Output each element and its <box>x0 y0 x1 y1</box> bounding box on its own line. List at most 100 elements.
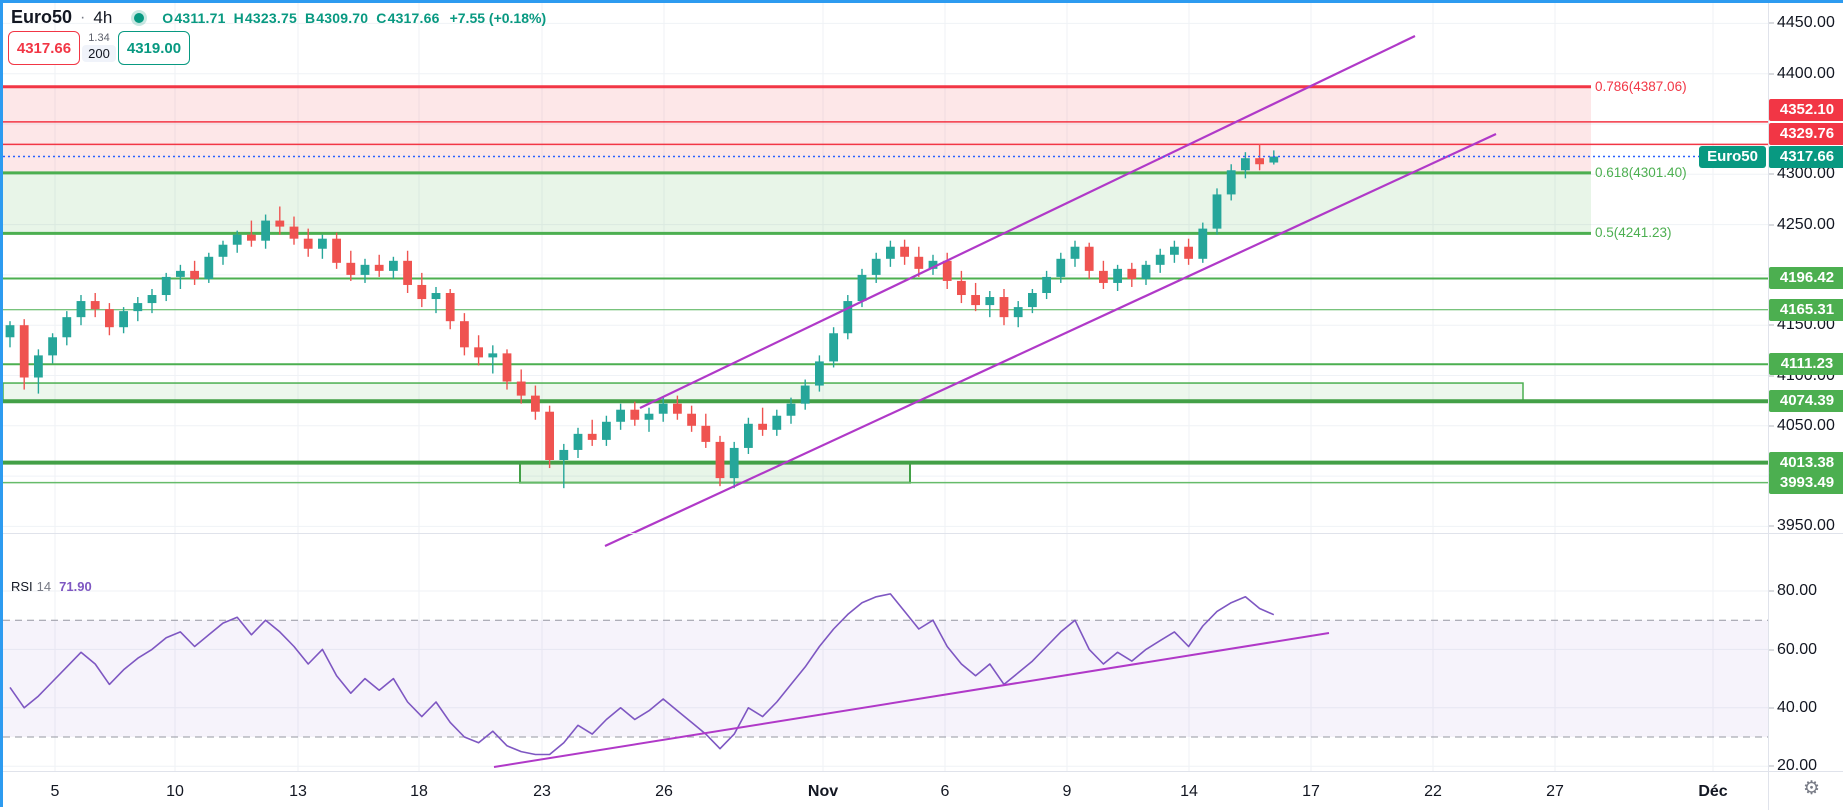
candle[interactable] <box>1198 228 1208 259</box>
symbol-name[interactable]: Euro50 <box>11 7 73 27</box>
candle[interactable] <box>829 333 838 362</box>
candle[interactable] <box>5 325 15 338</box>
supply-band[interactable] <box>3 383 1523 402</box>
candle[interactable] <box>19 325 29 378</box>
candle[interactable] <box>431 293 441 300</box>
candle[interactable] <box>673 403 682 414</box>
candle[interactable] <box>261 220 270 241</box>
candle[interactable] <box>48 337 57 356</box>
candle[interactable] <box>701 425 711 442</box>
candle[interactable] <box>886 246 895 259</box>
candle[interactable] <box>1212 194 1222 229</box>
rsi-indicator-legend[interactable]: RSI 14 71.90 <box>11 579 92 594</box>
candle[interactable] <box>1042 276 1051 294</box>
candle[interactable] <box>900 246 909 257</box>
candle[interactable] <box>62 317 72 338</box>
candle[interactable] <box>729 447 739 479</box>
candle[interactable] <box>374 264 384 271</box>
candle[interactable] <box>204 256 214 279</box>
candle[interactable] <box>985 297 995 306</box>
candle[interactable] <box>857 274 867 302</box>
candle[interactable] <box>76 301 86 318</box>
candle[interactable] <box>914 256 924 269</box>
candle[interactable] <box>445 293 455 322</box>
candle[interactable] <box>474 347 483 358</box>
candle[interactable] <box>942 260 952 281</box>
candle[interactable] <box>1127 268 1137 279</box>
candle[interactable] <box>744 423 753 448</box>
candle[interactable] <box>289 226 299 239</box>
candle[interactable] <box>715 441 725 479</box>
candle[interactable] <box>105 309 114 328</box>
candle[interactable] <box>559 449 569 461</box>
sell-button[interactable]: 4317.66 <box>8 31 80 65</box>
candle[interactable] <box>843 301 853 334</box>
candle[interactable] <box>545 411 554 461</box>
candle[interactable] <box>488 353 498 358</box>
candle[interactable] <box>119 311 128 328</box>
fib-resistance-zone[interactable] <box>3 86 1591 173</box>
candle[interactable] <box>147 295 157 304</box>
rsi-trendline[interactable] <box>493 632 1330 768</box>
candle[interactable] <box>999 297 1009 318</box>
candle[interactable] <box>1099 270 1108 283</box>
candle[interactable] <box>602 421 611 440</box>
candle[interactable] <box>630 409 640 420</box>
candle[interactable] <box>573 433 583 450</box>
candle[interactable] <box>346 262 356 275</box>
candle[interactable] <box>332 238 341 263</box>
gear-icon[interactable]: ⚙ <box>1803 778 1821 799</box>
candle[interactable] <box>502 353 512 382</box>
candle[interactable] <box>218 244 228 257</box>
candle[interactable] <box>687 413 696 426</box>
rsi-line[interactable] <box>9 593 1275 756</box>
candle[interactable] <box>1255 158 1264 165</box>
candle[interactable] <box>871 258 881 275</box>
buy-button[interactable]: 4319.00 <box>118 31 190 65</box>
candle[interactable] <box>1141 264 1151 279</box>
candle[interactable] <box>403 260 412 285</box>
candle[interactable] <box>1184 246 1193 259</box>
candle[interactable] <box>460 321 469 348</box>
pane-separator[interactable] <box>3 533 1843 534</box>
candle[interactable] <box>587 433 597 440</box>
candle[interactable] <box>928 260 938 269</box>
candle[interactable] <box>800 385 810 404</box>
candle[interactable] <box>190 270 199 279</box>
candle[interactable] <box>133 303 143 312</box>
channel-trendline[interactable] <box>604 133 1497 547</box>
channel-trendline[interactable] <box>639 35 1416 409</box>
candle[interactable] <box>1028 293 1037 308</box>
candle[interactable] <box>176 270 185 277</box>
candle[interactable] <box>232 234 242 245</box>
candle[interactable] <box>957 280 966 296</box>
candle[interactable] <box>1170 246 1179 255</box>
candle[interactable] <box>1070 246 1080 259</box>
candle[interactable] <box>1056 258 1066 277</box>
candle[interactable] <box>616 409 625 422</box>
candle[interactable] <box>1084 246 1094 271</box>
candle[interactable] <box>1155 254 1165 265</box>
candle[interactable] <box>786 403 796 416</box>
candle[interactable] <box>531 395 540 412</box>
candle[interactable] <box>1241 158 1250 171</box>
chart-canvas[interactable] <box>3 3 1843 810</box>
candle[interactable] <box>658 403 668 414</box>
candle[interactable] <box>516 381 526 396</box>
candle[interactable] <box>360 264 370 275</box>
candle[interactable] <box>1226 170 1236 195</box>
candle[interactable] <box>275 220 285 227</box>
fib-support-zone[interactable] <box>3 172 1591 234</box>
candle[interactable] <box>1113 268 1122 283</box>
candle[interactable] <box>90 301 100 310</box>
candle[interactable] <box>1269 156 1279 163</box>
candle[interactable] <box>303 238 313 249</box>
candle[interactable] <box>758 423 767 430</box>
candle[interactable] <box>815 361 824 386</box>
candle[interactable] <box>318 238 327 249</box>
candle[interactable] <box>971 295 980 306</box>
candle[interactable] <box>389 260 398 271</box>
candle[interactable] <box>644 413 654 420</box>
timeframe-selector[interactable]: 4h <box>93 7 113 27</box>
demand-band[interactable] <box>520 462 910 483</box>
